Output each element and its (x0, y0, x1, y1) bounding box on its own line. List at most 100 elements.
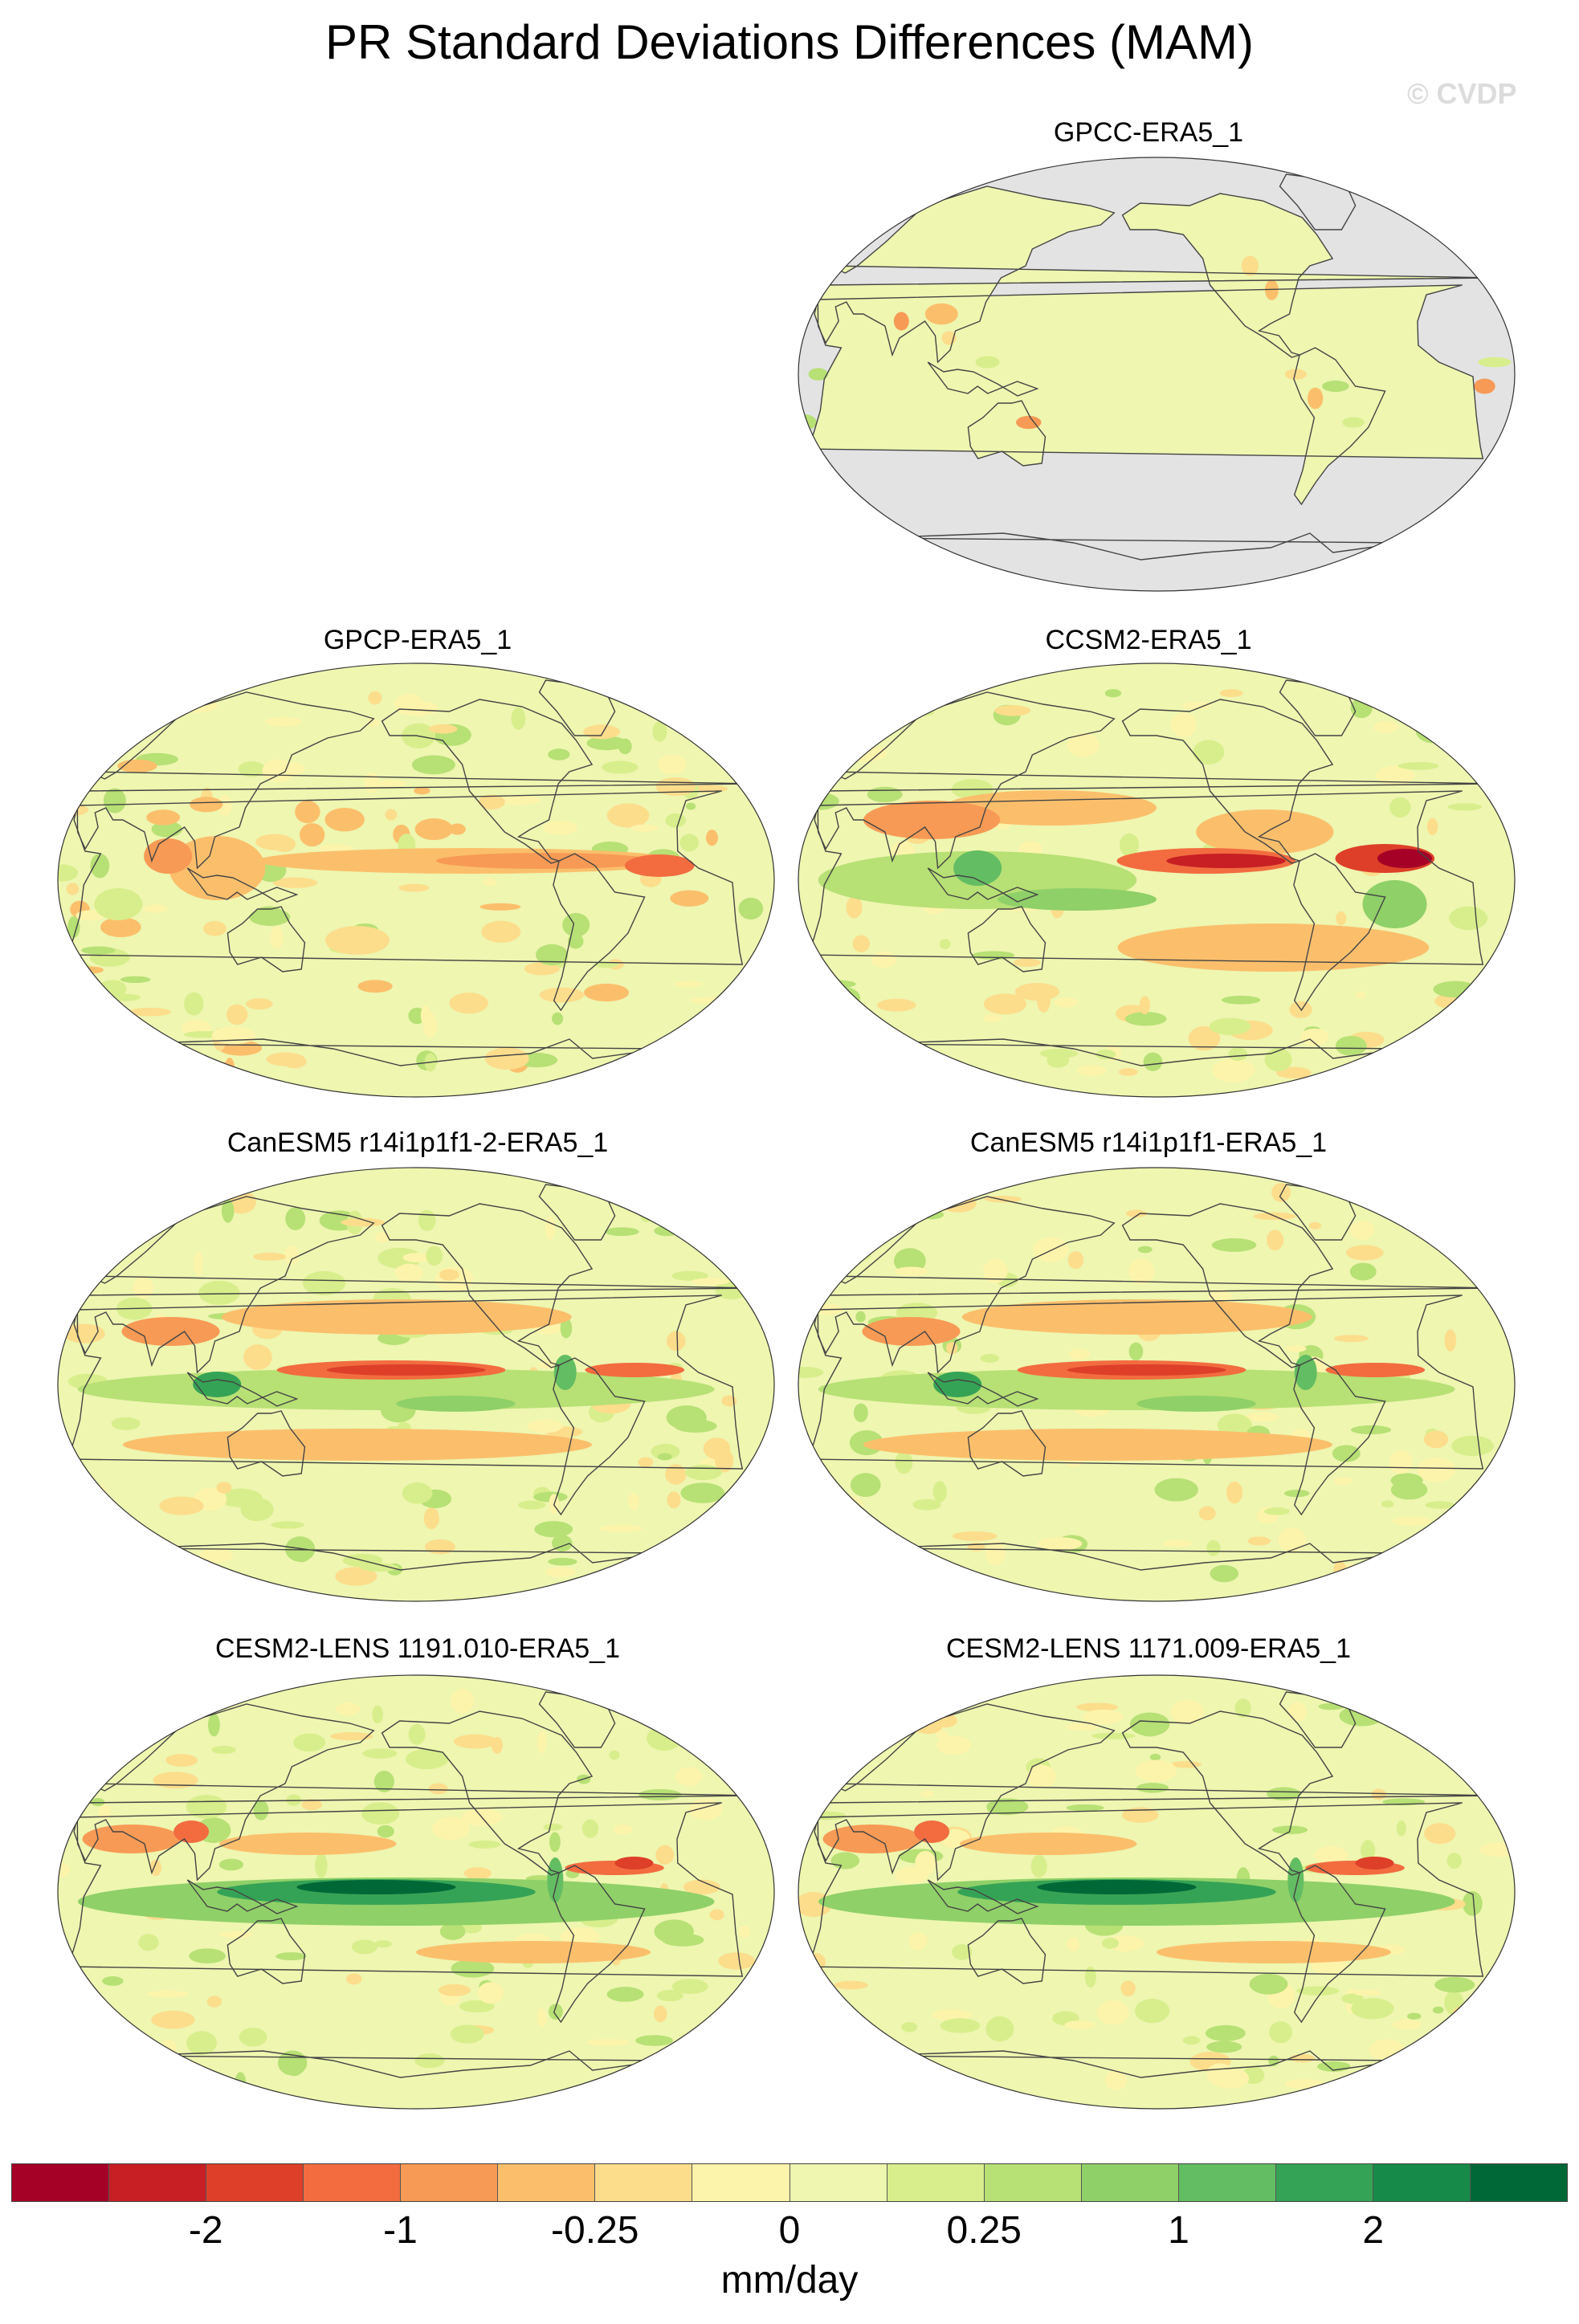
map-border (798, 1674, 1516, 2110)
land-anomaly (1478, 357, 1512, 368)
noise-patch (411, 755, 455, 775)
noise-patch (894, 1266, 928, 1276)
noise-patch (1339, 1705, 1384, 1727)
map-border (798, 663, 1516, 1098)
coastline-australia (967, 1918, 1047, 1984)
noise-patch (211, 1026, 256, 1045)
noise-patch (1128, 1258, 1155, 1284)
coastlines (67, 1184, 754, 1601)
noise-patch (639, 1205, 653, 1223)
noise-patch (1137, 1246, 1153, 1254)
noise-patch (671, 1270, 708, 1281)
noise-patch (1415, 719, 1453, 744)
asia-band (863, 801, 1001, 839)
noise-patch (1373, 720, 1399, 733)
noise-patch (840, 2018, 855, 2029)
map-ccsm2 (795, 660, 1518, 1104)
noise-patch (1054, 997, 1078, 1008)
noise-patch (1446, 1853, 1463, 1869)
coastline-americaS (1293, 853, 1386, 1012)
coastline-maritime (186, 867, 299, 903)
noise-patch (1425, 1501, 1455, 1509)
noise-patch (98, 1240, 112, 1254)
noise-patch (1336, 911, 1347, 926)
noise-patch (1013, 958, 1041, 968)
noise-patch (1188, 1025, 1221, 1051)
noise-patch (549, 1832, 561, 1853)
noise-patch (398, 883, 430, 892)
noise-patch (666, 1331, 686, 1352)
noise-patch (402, 1482, 433, 1504)
noise-patch (58, 864, 79, 882)
noise-patch (932, 1481, 947, 1502)
noise-patch (218, 1858, 244, 1871)
panel-title-canesm5: CanESM5 r14i1p1f1-ERA5_1 (969, 1127, 1328, 1158)
indian-ocean-patch (144, 838, 193, 874)
south-band (1117, 923, 1430, 972)
colorbar-bin (984, 2164, 1082, 2201)
land-maritime (928, 362, 1038, 396)
noise-patch (830, 1852, 860, 1869)
atlantic-peak (1377, 849, 1433, 868)
noise-patch (1397, 761, 1439, 770)
noise-patch (211, 1745, 236, 1755)
noise-patch (1246, 1412, 1279, 1422)
noise-patch (1104, 689, 1122, 698)
noise-patch (111, 1417, 141, 1430)
coastline-africa (67, 1802, 744, 1977)
noise-patch (1221, 995, 1261, 1005)
coastline-americaN (1121, 699, 1334, 864)
noise-patch (1267, 1787, 1301, 1800)
noise-patch (655, 1845, 675, 1865)
south-pacific-green (396, 1396, 516, 1412)
noise-patch (1143, 1052, 1163, 1071)
noise-patch (853, 1403, 868, 1423)
noise-patch (560, 1926, 600, 1946)
noise-patch (266, 1052, 305, 1066)
noise-patch (423, 1507, 439, 1530)
noise-patch (652, 720, 667, 742)
noise-patch (97, 2012, 108, 2024)
colorbar-bin (1178, 2164, 1276, 2201)
map-field (798, 1168, 1515, 1601)
colorbar-bin (109, 2164, 207, 2201)
noise-patch (1264, 1048, 1292, 1072)
noise-patch (1389, 1449, 1413, 1474)
noise-patch (1296, 1986, 1340, 1996)
noise-patch (341, 1217, 386, 1227)
noise-patch (972, 951, 1015, 960)
noise-patch (1271, 1183, 1291, 1202)
noise-patch (1219, 689, 1243, 698)
noise-patch (738, 1925, 751, 1938)
map-cesm2-1171 (795, 1672, 1518, 2116)
colorbar-bin (401, 2164, 499, 2201)
noise-patch (1335, 1035, 1367, 1056)
maritime-green (953, 850, 1002, 886)
noise-patch (667, 1491, 681, 1509)
noise-patch (1351, 1998, 1394, 2020)
noise-patch (277, 2050, 308, 2076)
coastline-australia (226, 906, 306, 972)
noise-patch (120, 976, 151, 984)
noise-patch (402, 1253, 431, 1262)
pacific-darkgreen-core (296, 1880, 456, 1894)
coastline-australia (226, 1410, 306, 1477)
map-cesm2-1191 (55, 1672, 777, 2116)
noise-patch (602, 760, 639, 774)
asia-band (121, 1317, 220, 1346)
noise-patch (103, 788, 126, 813)
noise-patch (377, 1247, 422, 1269)
noise-patch (75, 910, 105, 921)
noise-patch (1452, 2004, 1492, 2021)
noise-patch (901, 2021, 918, 2032)
noise-patch (315, 1853, 328, 1878)
colorbar-tick-label: -2 (188, 2209, 223, 2252)
noise-patch (877, 998, 916, 1012)
noise-patch (154, 679, 165, 699)
map-border (57, 1674, 775, 2110)
map-border (798, 1167, 1516, 1602)
noise-patch (1091, 1732, 1136, 1739)
noise-patch (657, 1453, 672, 1461)
map-border (57, 663, 775, 1098)
noise-patch (1075, 1702, 1119, 1712)
